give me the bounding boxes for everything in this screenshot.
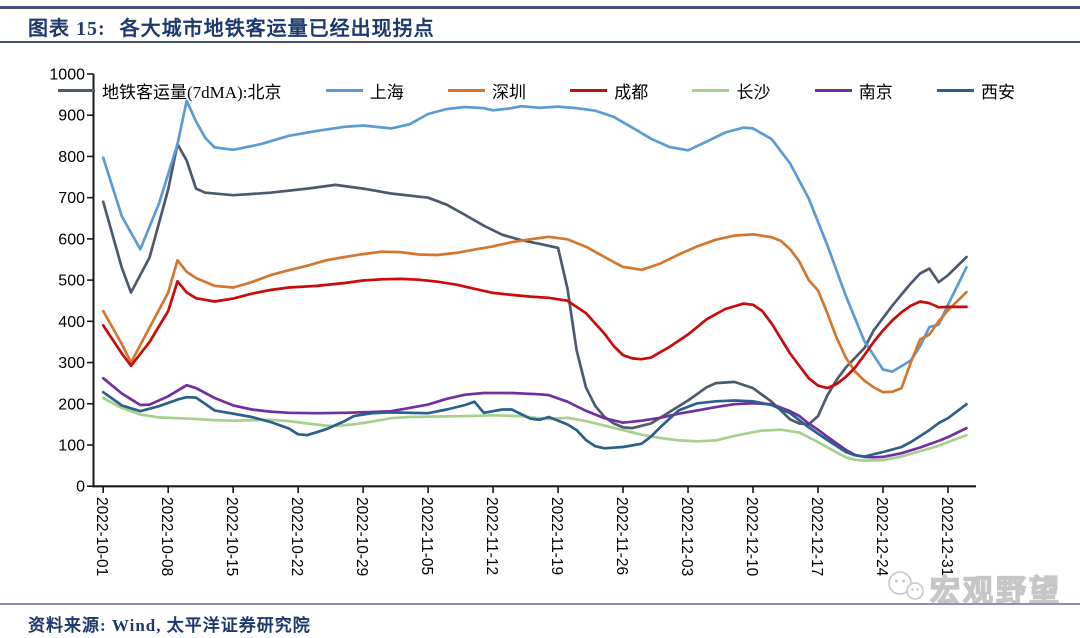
y-tick-label: 0 (76, 479, 85, 496)
figure-label: 图表 15: (28, 18, 106, 40)
series-line-beijing (101, 142, 968, 430)
y-tick-label: 1000 (49, 67, 85, 84)
x-tick-label: 2022-10-08 (158, 497, 175, 576)
x-tick-label: 2022-12-31 (938, 497, 955, 576)
y-tick-label: 400 (58, 314, 85, 331)
x-tick-label: 2022-12-17 (808, 497, 825, 576)
y-tick-label: 800 (58, 149, 85, 166)
y-tick-label: 600 (58, 231, 85, 248)
x-tick-label: 2022-11-12 (483, 497, 500, 575)
top-divider (0, 6, 1080, 9)
page-title: 各大城市地铁客运量已经出现拐点 (119, 18, 435, 40)
title-divider (0, 41, 1080, 43)
x-tick-label: 2022-11-05 (418, 497, 435, 575)
series-line-changsha (101, 396, 968, 462)
wechat-icon (888, 571, 924, 602)
x-tick-label: 2022-11-19 (548, 497, 565, 575)
y-tick-label: 300 (58, 355, 85, 372)
y-tick-label: 900 (58, 108, 85, 125)
series-line-chengdu (101, 277, 968, 390)
x-tick-label: 2022-10-15 (223, 497, 240, 576)
watermark-text: 宏观野望 (929, 574, 1062, 608)
series-line-shanghai (101, 99, 968, 373)
x-tick-label: 2022-12-24 (873, 497, 890, 577)
watermark: 宏观野望 (886, 566, 1062, 610)
x-tick-label: 2022-11-26 (613, 497, 630, 575)
y-tick-label: 500 (58, 273, 85, 290)
series-line-xian (101, 390, 968, 458)
y-tick-label: 200 (58, 396, 85, 413)
y-tick-label: 700 (58, 190, 85, 207)
x-tick-label: 2022-10-29 (353, 497, 370, 576)
x-tick-label: 2022-10-01 (93, 497, 110, 576)
x-tick-label: 2022-10-22 (288, 497, 305, 576)
x-tick-label: 2022-12-03 (678, 497, 695, 576)
series-line-shenzhen (101, 232, 968, 394)
figure-title-row: 图表 15: 各大城市地铁客运量已经出现拐点 (28, 12, 435, 41)
y-tick-label: 100 (58, 437, 85, 454)
footer-divider (0, 603, 1080, 605)
source-note: 资料来源: Wind, 太平洋证券研究院 (28, 616, 311, 635)
x-tick-label: 2022-12-10 (743, 497, 760, 577)
